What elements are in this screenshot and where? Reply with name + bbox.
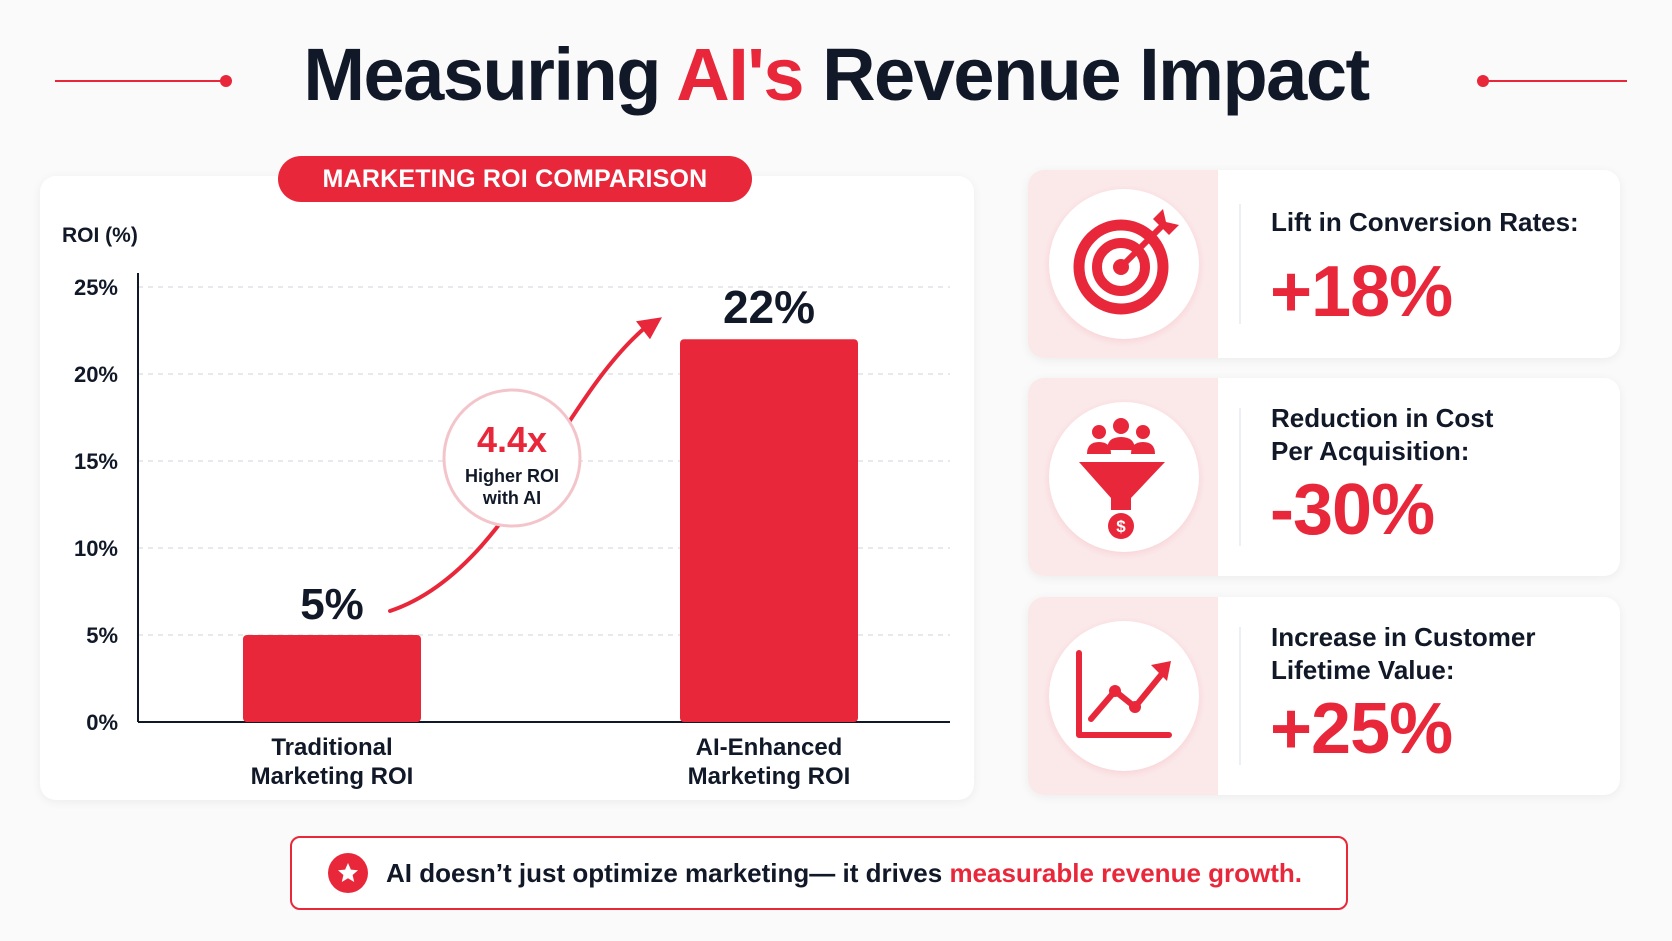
title-decor-dot-left	[220, 75, 232, 87]
roi-bar-chart: ROI (%)0%5%10%15%20%25%5%TraditionalMark…	[62, 224, 950, 790]
metric-icon-circle	[1049, 621, 1199, 771]
bar	[243, 635, 421, 722]
metric-label: Lift in Conversion Rates:	[1271, 206, 1601, 239]
title-decor-dot-right	[1477, 75, 1489, 87]
y-tick-label: 25%	[74, 275, 118, 300]
y-axis-label: ROI (%)	[62, 224, 138, 247]
x-category-label: Marketing ROI	[688, 763, 851, 790]
annotation-text: Higher ROI	[465, 466, 559, 486]
footer-text-highlight: measurable revenue growth.	[949, 857, 1302, 888]
metric-divider	[1239, 408, 1241, 546]
y-tick-label: 5%	[86, 623, 118, 648]
bar	[680, 339, 858, 722]
x-category-label: Traditional	[271, 734, 392, 761]
annotation-value: 4.4x	[477, 419, 547, 460]
metric-icon-panel	[1028, 170, 1218, 358]
annotation-badge	[442, 388, 582, 528]
metric-label-line: Lift in Conversion Rates:	[1271, 207, 1579, 237]
chart-title-pill: MARKETING ROI COMPARISON	[278, 156, 752, 202]
y-tick-label: 15%	[74, 449, 118, 474]
metric-value: -30%	[1270, 470, 1435, 550]
title-part-2: Revenue Impact	[803, 33, 1370, 116]
metric-icon-panel	[1028, 597, 1218, 795]
arrow-head	[636, 317, 662, 340]
footer-callout: AI doesn’t just optimize marketing— it d…	[290, 836, 1348, 910]
metric-card-conversion: Lift in Conversion Rates: +18%	[1028, 170, 1620, 358]
x-category-label: AI-Enhanced	[696, 734, 843, 761]
bar-value-label: 22%	[723, 281, 815, 333]
metric-card-clv: Increase in Customer Lifetime Value: +25…	[1028, 597, 1620, 795]
metric-card-cpa: $ Reduction in Cost Per Acquisition: -30…	[1028, 378, 1620, 576]
metric-icon-circle: $	[1049, 402, 1199, 552]
star-icon	[328, 853, 368, 893]
svg-text:$: $	[1116, 517, 1126, 536]
title-highlight: AI's	[676, 33, 804, 116]
metric-label-line: Lifetime Value:	[1271, 655, 1455, 685]
metric-value: +25%	[1270, 689, 1453, 769]
footer-text-main: AI doesn’t just optimize marketing— it d…	[386, 857, 950, 888]
bar-value-label: 5%	[300, 580, 364, 629]
metric-value: +18%	[1270, 252, 1453, 332]
metric-icon-circle	[1049, 189, 1199, 339]
target-icon	[1073, 209, 1179, 315]
metric-label-line: Reduction in Cost	[1271, 403, 1494, 433]
y-tick-label: 20%	[74, 362, 118, 387]
y-tick-label: 0%	[86, 710, 118, 735]
footer-text: AI doesn’t just optimize marketing— it d…	[386, 858, 1302, 889]
metric-label-line: Per Acquisition:	[1271, 436, 1470, 466]
metric-divider	[1239, 204, 1241, 324]
y-tick-label: 10%	[74, 536, 118, 561]
metric-label-line: Increase in Customer	[1271, 622, 1536, 652]
title-decor-line-right	[1485, 80, 1627, 82]
metric-divider	[1239, 627, 1241, 765]
annotation-text: with AI	[482, 488, 541, 508]
metric-label: Reduction in Cost Per Acquisition:	[1271, 402, 1601, 468]
x-category-label: Marketing ROI	[251, 763, 414, 790]
metric-label: Increase in Customer Lifetime Value:	[1271, 621, 1601, 687]
funnel-icon: $	[1079, 418, 1165, 539]
title-part-1: Measuring	[303, 33, 677, 116]
page-title: Measuring AI's Revenue Impact	[0, 32, 1672, 117]
trend-up-icon	[1076, 650, 1172, 738]
title-decor-line-left	[55, 80, 225, 82]
metric-icon-panel: $	[1028, 378, 1218, 576]
